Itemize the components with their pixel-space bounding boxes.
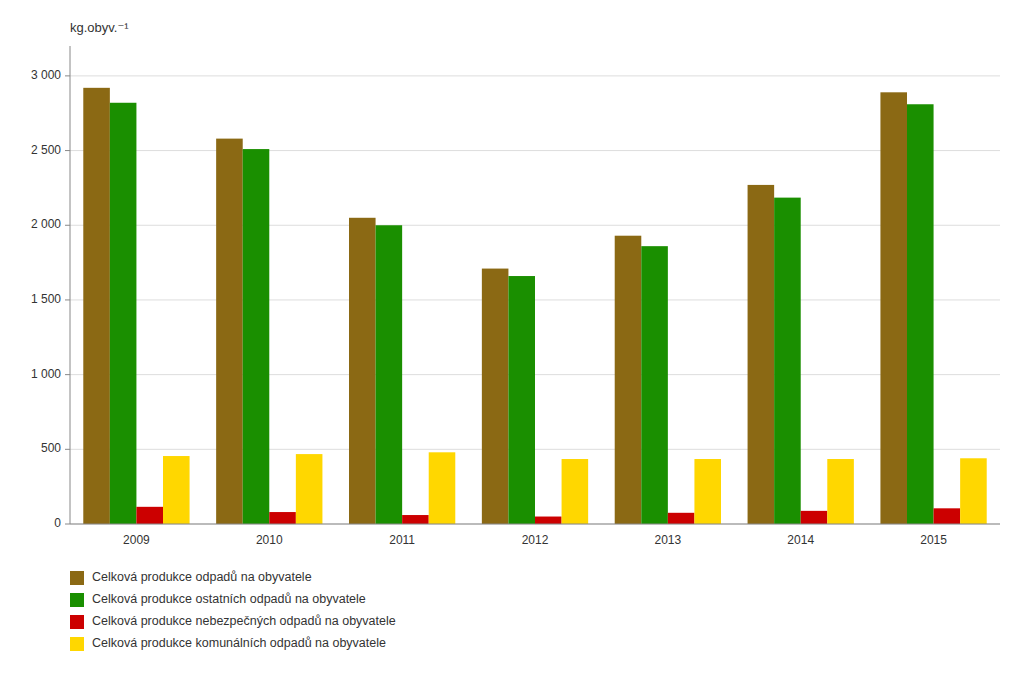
- y-tick: [65, 449, 70, 450]
- bar: [960, 458, 987, 524]
- bar: [269, 512, 296, 524]
- y-tick-label: 2 500: [31, 143, 61, 157]
- bar: [216, 139, 243, 524]
- bars: [83, 88, 986, 524]
- bar: [615, 236, 642, 524]
- bar: [136, 507, 163, 524]
- bar: [641, 246, 668, 524]
- legend-swatch: [70, 615, 84, 629]
- bar: [880, 92, 907, 524]
- grid-line: [70, 524, 1000, 525]
- bar: [429, 452, 456, 524]
- bar: [801, 511, 828, 524]
- y-tick: [65, 299, 70, 300]
- bar: [668, 513, 695, 524]
- bar: [83, 88, 110, 524]
- y-ticks: 0 500 1 000 1 500 2 000 2 500 3 000: [31, 68, 70, 530]
- bar: [562, 459, 589, 524]
- y-axis-line: [70, 46, 71, 524]
- y-tick-label: 0: [54, 516, 61, 530]
- bar: [694, 459, 721, 524]
- y-tick: [65, 150, 70, 151]
- bar: [934, 508, 961, 524]
- grid-line: [70, 225, 1000, 226]
- bar: [110, 103, 137, 524]
- x-tick-label: 2009: [123, 533, 150, 547]
- bar: [296, 454, 323, 524]
- legend-swatch: [70, 593, 84, 607]
- bar: [827, 459, 854, 524]
- bar: [402, 515, 429, 524]
- legend: Celková produkce odpadů na obyvatele Celk…: [70, 570, 396, 651]
- bar: [748, 185, 775, 524]
- bar: [243, 149, 270, 524]
- x-tick-label: 2014: [787, 533, 814, 547]
- grid-line: [70, 75, 1000, 76]
- grid-line: [70, 150, 1000, 151]
- bar: [376, 225, 403, 524]
- legend-swatch: [70, 637, 84, 651]
- y-tick: [65, 225, 70, 226]
- y-tick-label: 3 000: [31, 68, 61, 82]
- y-tick: [65, 374, 70, 375]
- chart: 0 500 1 000 1 500 2 000 2 500 3 000 kg.obyv.⁻¹ 2…: [0, 0, 1024, 676]
- y-tick: [65, 524, 70, 525]
- legend-label: Celková produkce odpadů na obyvatele: [92, 570, 312, 584]
- x-tick-label: 2012: [522, 533, 549, 547]
- legend-label: Celková produkce komunálních odpadů na o…: [92, 636, 386, 650]
- bar: [163, 456, 190, 524]
- grid: [70, 76, 1000, 524]
- bar: [907, 104, 934, 524]
- legend-swatch: [70, 571, 84, 585]
- legend-label: Celková produkce nebezpečných odpadů na …: [92, 614, 396, 628]
- x-tick-label: 2010: [256, 533, 283, 547]
- y-tick-label: 2 000: [31, 217, 61, 231]
- y-axis-label: kg.obyv.⁻¹: [70, 20, 129, 35]
- bar-series: [83, 88, 907, 524]
- y-tick-label: 500: [41, 441, 61, 455]
- bar: [482, 269, 509, 524]
- bar: [774, 198, 801, 524]
- x-axis-line: [70, 524, 1000, 525]
- x-tick-label: 2013: [655, 533, 682, 547]
- chart-container: 0 500 1 000 1 500 2 000 2 500 3 000 kg.obyv.⁻¹ 2…: [0, 0, 1024, 676]
- y-tick-label: 1 000: [31, 367, 61, 381]
- x-tick-label: 2015: [920, 533, 947, 547]
- y-tick-label: 1 500: [31, 292, 61, 306]
- bar: [508, 276, 535, 524]
- bar-series: [110, 103, 934, 524]
- y-tick: [65, 75, 70, 76]
- bar: [535, 517, 562, 524]
- bar: [349, 218, 376, 524]
- x-ticks: 2009 2010 2011 2012 2013 2014 2015: [123, 533, 947, 547]
- legend-label: Celková produkce ostatních odpadů na oby…: [92, 592, 366, 606]
- bar-series: [163, 452, 987, 524]
- x-tick-label: 2011: [389, 533, 415, 547]
